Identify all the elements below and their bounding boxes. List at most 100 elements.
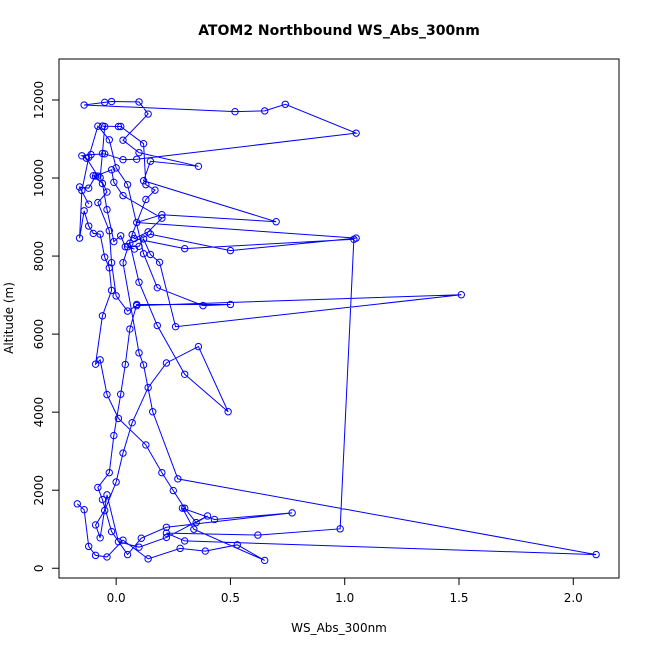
data-point-144: [181, 244, 189, 253]
data-point-152: [85, 184, 93, 192]
data-point-86: [135, 98, 143, 106]
data-point-0: [73, 500, 81, 508]
data-point-44: [107, 286, 116, 295]
y-tick-label-5: 10000: [32, 159, 46, 197]
y-tick-label-0: 0: [32, 564, 46, 572]
data-point-16: [137, 534, 145, 542]
data-point-115: [133, 301, 141, 310]
data-point-77: [133, 218, 141, 227]
data-point-84: [119, 136, 127, 144]
data-point-88: [101, 98, 109, 107]
chart-title: ATOM2 Northbound WS_Abs_300nm: [198, 23, 480, 39]
data-point-116: [123, 307, 132, 315]
data-point-105: [117, 232, 125, 240]
data-point-133: [119, 259, 127, 267]
data-point-111: [146, 250, 155, 259]
y-axis: 0 2000 4000 6000 8000 10000 12000: [32, 81, 60, 572]
data-point-80: [139, 177, 148, 185]
data-point-33: [105, 136, 113, 144]
data-point-99: [82, 154, 91, 162]
data-point-81: [146, 157, 155, 165]
data-point-114: [457, 291, 465, 299]
y-axis-label: Altitude (m): [2, 282, 16, 354]
data-point-25: [126, 325, 134, 333]
data-point-8: [201, 547, 209, 555]
data-point-51: [158, 468, 166, 477]
data-point-32: [112, 164, 120, 172]
data-point-147: [158, 214, 166, 222]
data-point-54: [192, 518, 200, 527]
data-point-118: [107, 259, 116, 267]
data-point-48: [103, 390, 111, 399]
data-point-17: [123, 550, 132, 559]
data-point-75: [226, 246, 235, 255]
data-point-5: [119, 536, 127, 544]
data-point-67: [162, 359, 171, 367]
data-point-28: [199, 301, 207, 310]
data-point-53: [181, 504, 189, 512]
data-point-39: [85, 222, 93, 230]
data-point-138: [592, 550, 600, 559]
data-point-74: [146, 230, 155, 238]
data-point-151: [91, 172, 100, 180]
x-tick-label-1: 0.5: [221, 591, 240, 605]
data-point-27: [226, 300, 235, 309]
data-point-55: [203, 512, 212, 520]
data-point-83: [135, 148, 143, 157]
data-point-132: [128, 230, 136, 239]
data-point-69: [224, 408, 232, 416]
data-point-23: [117, 390, 125, 398]
data-point-68: [194, 342, 203, 351]
y-tick-label-4: 8000: [32, 241, 46, 272]
data-point-63: [112, 478, 120, 486]
x-tick-label-0: 0.0: [107, 591, 126, 605]
data-point-72: [135, 278, 143, 286]
data-point-110: [139, 235, 148, 243]
data-point-21: [105, 468, 113, 477]
data-point-38: [80, 207, 88, 215]
data-point-130: [151, 186, 159, 194]
data-point-95: [119, 155, 127, 164]
data-point-149: [110, 178, 118, 187]
x-axis: 0.0 0.5 1.0 1.5 2.0: [107, 577, 583, 605]
data-point-146: [144, 228, 152, 236]
data-point-135: [139, 361, 148, 369]
data-point-113: [171, 322, 180, 331]
data-point-64: [119, 449, 127, 457]
data-point-108: [123, 243, 132, 251]
data-point-12: [178, 504, 187, 512]
data-point-87: [107, 97, 116, 106]
data-point-139: [181, 537, 189, 545]
data-point-148: [119, 191, 127, 200]
data-point-18: [107, 527, 116, 536]
data-point-137: [174, 475, 182, 483]
data-point-94: [133, 155, 141, 163]
data-point-57: [135, 543, 143, 551]
data-point-142: [336, 525, 344, 533]
data-point-20: [94, 483, 102, 492]
data-point-143: [350, 235, 358, 243]
data-point-82: [194, 162, 203, 171]
data-point-120: [94, 198, 102, 207]
data-point-42: [101, 253, 109, 261]
data-point-78: [158, 211, 166, 219]
y-tick-label-3: 6000: [32, 319, 46, 350]
data-point-109: [135, 242, 143, 251]
data-point-65: [128, 418, 136, 427]
data-point-45: [98, 312, 107, 320]
data-point-140: [162, 529, 171, 537]
data-point-117: [112, 292, 120, 300]
data-point-61: [91, 521, 100, 529]
data-point-4: [103, 553, 111, 561]
data-point-37: [75, 234, 84, 242]
y-tick-label-1: 2000: [32, 475, 46, 506]
data-point-134: [135, 349, 143, 357]
data-point-40: [89, 229, 97, 238]
data-point-13: [210, 515, 219, 524]
data-point-153: [75, 183, 84, 191]
data-point-29: [153, 283, 161, 292]
y-tick-label-2: 4000: [32, 397, 46, 428]
data-point-19: [98, 495, 107, 504]
data-point-62: [101, 506, 109, 515]
